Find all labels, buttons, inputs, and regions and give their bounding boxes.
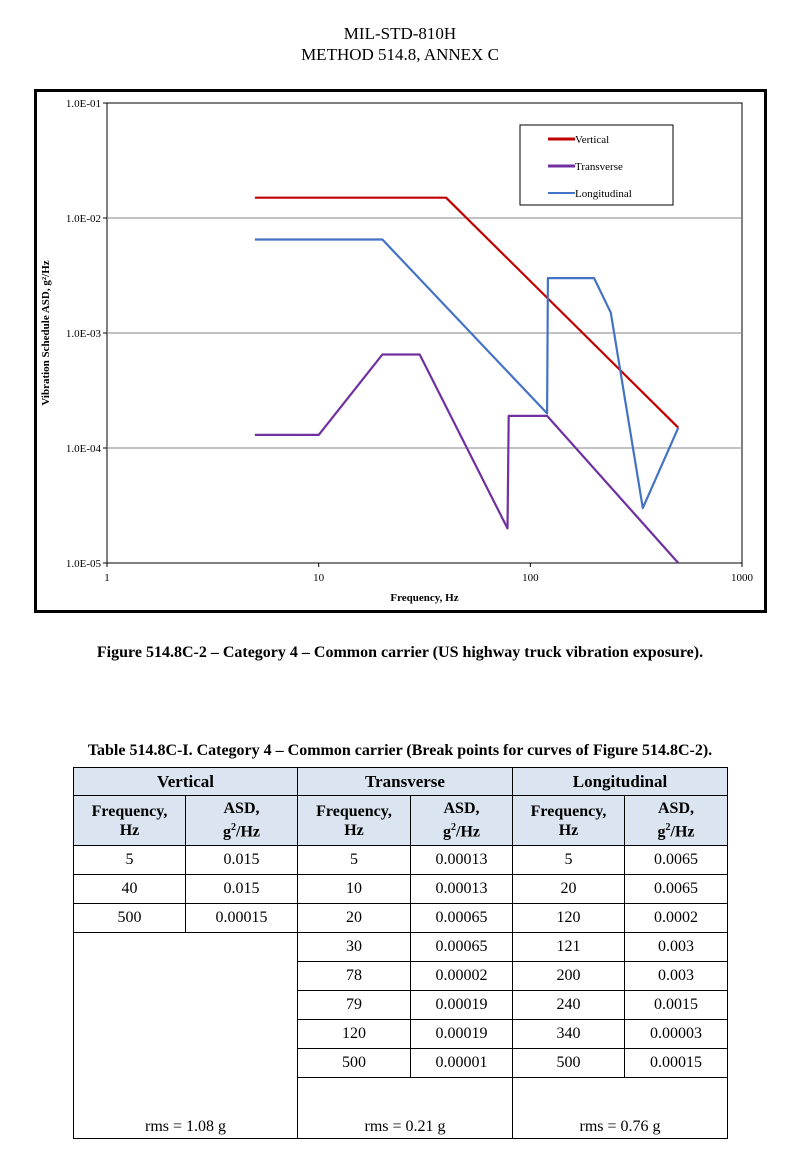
table-row: 120 0.00019 340 0.00003 <box>74 1019 728 1049</box>
rms-row: rms = 0.21 g rms = 0.76 g <box>74 1077 728 1139</box>
asd-header: ASD, g2/Hz <box>624 795 728 846</box>
y-tick-label: 1.0E-04 <box>66 443 102 455</box>
x-tick-label: 100 <box>522 572 539 584</box>
vertical-frequency: 500 <box>73 903 186 933</box>
table-row: rms = 1.08 g 30 0.00065 121 0.003 <box>73 932 728 1139</box>
transverse-rms: rms = 0.21 g <box>297 1077 513 1139</box>
vertical-frequency: 40 <box>73 874 186 904</box>
longitudinal-frequency: 5 <box>512 845 625 875</box>
series-line-transverse <box>254 353 680 564</box>
longitudinal-frequency: 340 <box>512 1019 625 1049</box>
table-row: 40 0.015 10 0.00013 20 0.0065 <box>73 874 728 904</box>
transverse-frequency: 500 <box>297 1048 411 1078</box>
table-row: 5 0.015 5 0.00013 5 0.0065 <box>73 845 728 875</box>
longitudinal-asd: 0.0065 <box>624 845 728 875</box>
x-tick-label: 10 <box>313 572 325 584</box>
breakpoints-table: Vertical Transverse Longitudinal Frequency,… <box>73 767 728 1139</box>
transverse-asd: 0.00001 <box>410 1048 513 1078</box>
y-tick-label: 1.0E-05 <box>66 558 102 570</box>
transverse-asd: 0.00013 <box>410 874 513 904</box>
transverse-frequency: 5 <box>297 845 411 875</box>
transverse-asd: 0.00002 <box>410 961 513 991</box>
vertical-asd: 0.00015 <box>185 903 298 933</box>
asd-header: ASD, g2/Hz <box>410 795 513 846</box>
legend-label-longitudinal: Longitudinal <box>575 188 632 200</box>
frequency-header: Frequency, Hz <box>512 795 625 846</box>
transverse-frequency: 20 <box>297 903 411 933</box>
vertical-frequency: 5 <box>73 845 186 875</box>
transverse-frequency: 10 <box>297 874 411 904</box>
series-line-longitudinal <box>254 238 680 510</box>
longitudinal-asd: 0.00015 <box>624 1048 728 1078</box>
longitudinal-rms: rms = 0.76 g <box>512 1077 728 1139</box>
vertical-asd: 0.015 <box>185 845 298 875</box>
y-tick-label: 1.0E-03 <box>66 328 102 340</box>
group-header-row: Vertical Transverse Longitudinal <box>73 767 728 796</box>
longitudinal-asd: 0.0002 <box>624 903 728 933</box>
transverse-asd: 0.00019 <box>410 990 513 1020</box>
frequency-header: Frequency, Hz <box>297 795 411 846</box>
longitudinal-frequency: 240 <box>512 990 625 1020</box>
transverse-frequency: 30 <box>297 932 411 962</box>
figure-caption: Figure 514.8C-2 – Category 4 – Common ca… <box>96 644 704 661</box>
longitudinal-asd: 0.003 <box>624 932 728 962</box>
transverse-frequency: 78 <box>297 961 411 991</box>
frequency-header: Frequency, Hz <box>73 795 186 846</box>
longitudinal-frequency: 200 <box>512 961 625 991</box>
transverse-asd: 0.00065 <box>410 903 513 933</box>
x-tick-label: 1 <box>104 572 110 584</box>
transverse-asd: 0.00065 <box>410 932 513 962</box>
y-axis-label: Vibration Schedule ASD, g²/Hz <box>40 260 52 405</box>
vertical-asd: 0.015 <box>185 874 298 904</box>
asd-header: ASD, g2/Hz <box>185 795 298 846</box>
longitudinal-asd: 0.003 <box>624 961 728 991</box>
y-tick-label: 1.0E-02 <box>66 213 101 225</box>
legend-label-vertical: Vertical <box>575 134 609 146</box>
table-caption: Table 514.8C-I. Category 4 – Common carr… <box>87 742 713 759</box>
transverse-asd: 0.00013 <box>410 845 513 875</box>
doc-header-standard: MIL-STD-810H <box>343 24 457 43</box>
series-line-vertical <box>254 196 680 429</box>
y-tick-label: 1.0E-01 <box>66 98 101 110</box>
vertical-rms: rms = 1.08 g <box>73 932 298 1139</box>
table-row: 79 0.00019 240 0.0015 <box>74 990 728 1020</box>
longitudinal-frequency: 20 <box>512 874 625 904</box>
chart-frame <box>34 89 767 613</box>
table-row: 500 0.00001 500 0.00015 <box>74 1048 728 1078</box>
longitudinal-asd: 0.0015 <box>624 990 728 1020</box>
group-header: Vertical <box>73 767 298 796</box>
longitudinal-asd: 0.00003 <box>624 1019 728 1049</box>
group-header: Longitudinal <box>512 767 728 796</box>
longitudinal-frequency: 120 <box>512 903 625 933</box>
transverse-frequency: 120 <box>297 1019 411 1049</box>
transverse-asd: 0.00019 <box>410 1019 513 1049</box>
asd-chart: 1.0E-05 1.0E-04 1.0E-03 1.0E-02 1.0E-01 1 10 10… <box>40 98 754 604</box>
legend-label-transverse: Transverse <box>575 161 623 173</box>
x-axis-label: Frequency, Hz <box>390 592 458 604</box>
table-row: 78 0.00002 200 0.003 <box>74 961 728 991</box>
x-tick-label: 1000 <box>731 572 754 584</box>
group-header: Transverse <box>297 767 513 796</box>
legend-box <box>519 124 674 206</box>
longitudinal-asd: 0.0065 <box>624 874 728 904</box>
doc-header-method: METHOD 514.8, ANNEX C <box>301 45 499 64</box>
sub-header-row: Frequency, Hz ASD, g2/Hz Frequency, Hz ASD, g2/… <box>73 795 728 846</box>
longitudinal-frequency: 500 <box>512 1048 625 1078</box>
transverse-frequency: 79 <box>297 990 411 1020</box>
longitudinal-frequency: 121 <box>512 932 625 962</box>
table-row: 500 0.00015 20 0.00065 120 0.0002 <box>73 903 728 933</box>
